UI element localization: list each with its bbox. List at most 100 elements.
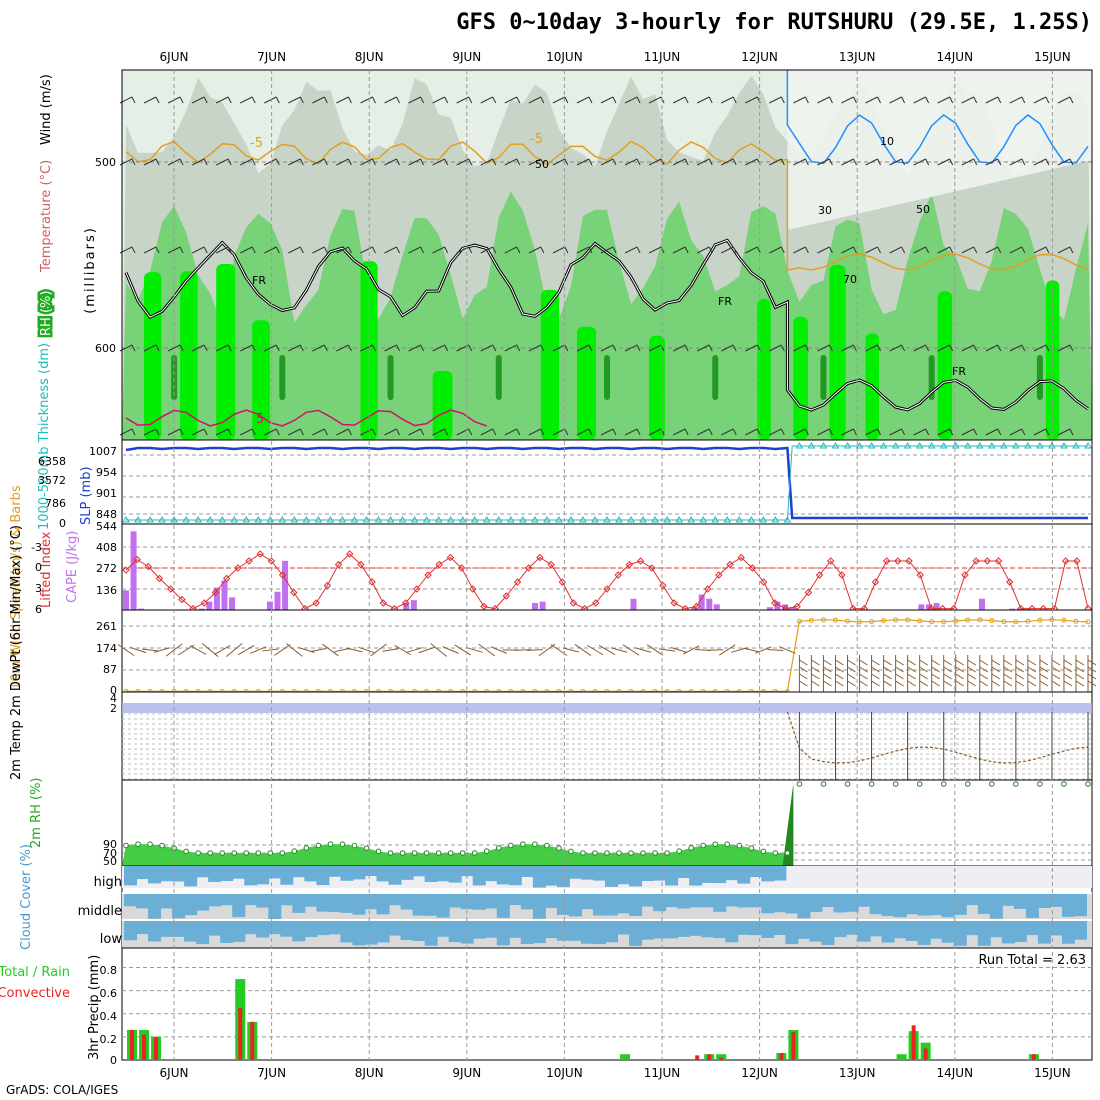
rh-column-bright — [793, 316, 808, 440]
cloud-high-bar — [701, 866, 715, 883]
cape-bar — [978, 598, 985, 610]
wind-barb-10m — [370, 643, 387, 657]
lifted-index-marker — [636, 557, 645, 565]
lifted-index-marker — [771, 599, 779, 607]
cloud-low-bar — [436, 920, 450, 937]
lifted-index-marker — [312, 599, 320, 607]
grads-credit: GrADS: COLA/IGES — [6, 1083, 119, 1097]
cloud-level-low: low — [100, 932, 123, 947]
cloud-middle-bar — [508, 893, 522, 906]
rh-column-dark — [928, 355, 935, 400]
cloud-panel: Cloud Cover (%) high middle low — [19, 844, 1093, 950]
rh-column-dark — [279, 355, 286, 400]
wind-barb-flag — [835, 666, 844, 673]
cape-bar — [206, 601, 213, 610]
wind-barb — [552, 158, 569, 166]
wind-barb-flag — [1075, 673, 1085, 680]
wind-barb-flag — [1087, 659, 1097, 666]
thickness-marker — [530, 516, 539, 523]
cloud-middle-bar — [412, 893, 426, 916]
contour-label-p5: 5 — [256, 412, 264, 427]
wind-barb — [480, 96, 497, 104]
cloud-middle-bar — [580, 893, 594, 910]
wind-barb — [384, 246, 400, 254]
cloud-middle-bar — [617, 893, 631, 914]
cloud-middle-bar — [472, 893, 486, 910]
wind-barb — [769, 158, 785, 166]
cloud-low-bar — [124, 920, 138, 941]
wind-barb — [528, 428, 545, 436]
dewpoint-line — [786, 711, 1089, 764]
contour-label-30: 30 — [818, 204, 832, 217]
cloud-high-bar — [280, 866, 294, 885]
wind-barb-flag — [811, 659, 820, 666]
cloud-middle-bar — [136, 893, 150, 909]
wind-barb — [841, 428, 857, 436]
wind-barb — [143, 344, 160, 352]
contour-label-50b: 50 — [535, 158, 549, 171]
wind-barb-flag — [1015, 659, 1025, 666]
thickness-marker — [314, 516, 323, 523]
wind-barb — [384, 428, 400, 436]
rh2m-marker — [1037, 781, 1043, 787]
wind-barb — [384, 158, 400, 166]
lifted-index-marker — [748, 564, 757, 572]
lifted-index-marker — [234, 564, 242, 572]
wind-barb-flag — [955, 680, 964, 687]
wind-barb-flag — [991, 666, 1001, 673]
wind-barb — [961, 246, 978, 254]
cloud-low-bar — [653, 920, 667, 939]
cloud-middle-bar — [268, 893, 282, 919]
thickness-marker — [903, 442, 912, 449]
wind-barb-flag — [871, 659, 880, 666]
rh2m-marker — [544, 842, 550, 849]
thickness-marker — [1036, 442, 1044, 449]
wind-barb-flag — [823, 673, 832, 680]
rh-column-dark — [820, 355, 827, 400]
lifted-index-marker — [536, 553, 544, 562]
cloud-low-bar — [136, 920, 150, 935]
wind-barb-flag — [1027, 659, 1037, 666]
cloud-high-bar — [653, 866, 667, 881]
wind-barb-flag — [1063, 680, 1073, 687]
wind-barb — [408, 428, 425, 436]
wind-barb-flag — [1027, 680, 1037, 687]
thickness-marker — [783, 516, 792, 523]
cloud-low-bar — [881, 920, 895, 943]
rh2m-marker — [568, 848, 574, 855]
lifted-index-marker — [424, 571, 432, 579]
date-label-top: 13JUN — [839, 50, 876, 64]
wind-barb-flag — [895, 659, 904, 666]
cloud-middle-bar — [797, 893, 811, 919]
wind-barb — [1033, 344, 1050, 352]
thickness-marker — [422, 516, 431, 523]
rh2m-marker — [580, 850, 586, 856]
wind-barb — [793, 344, 809, 352]
lifted-index-marker — [379, 599, 387, 607]
cloud-low-bar — [220, 920, 234, 943]
wind-speed-marker — [941, 619, 947, 625]
wind-barb — [312, 158, 328, 166]
rh2m-marker — [147, 841, 153, 848]
cloud-middle-bar — [629, 893, 643, 917]
cloud-high-bar — [136, 866, 150, 880]
thickness-marker — [350, 516, 359, 523]
thickness-marker — [663, 516, 672, 523]
cloud-low-bar — [677, 920, 691, 937]
wind-barb — [576, 158, 593, 166]
cloud-middle-bar — [1073, 893, 1087, 917]
legend-temperature: Temperature (°C) — [39, 160, 54, 273]
thickness-marker — [591, 516, 599, 523]
wind-barb — [576, 246, 593, 254]
wind-barb-flag — [859, 680, 868, 687]
cape-bar — [410, 600, 417, 610]
cloud-middle-bar — [881, 893, 895, 917]
lifted-index-marker — [759, 578, 768, 586]
wind-barb-flag — [1063, 666, 1073, 673]
wind-barb — [215, 96, 232, 104]
thickness-marker — [398, 516, 407, 523]
cloud-low-bar — [388, 920, 402, 936]
wind-barb — [865, 246, 881, 254]
lifted-index-marker — [524, 564, 533, 572]
cape-bar — [532, 602, 539, 610]
